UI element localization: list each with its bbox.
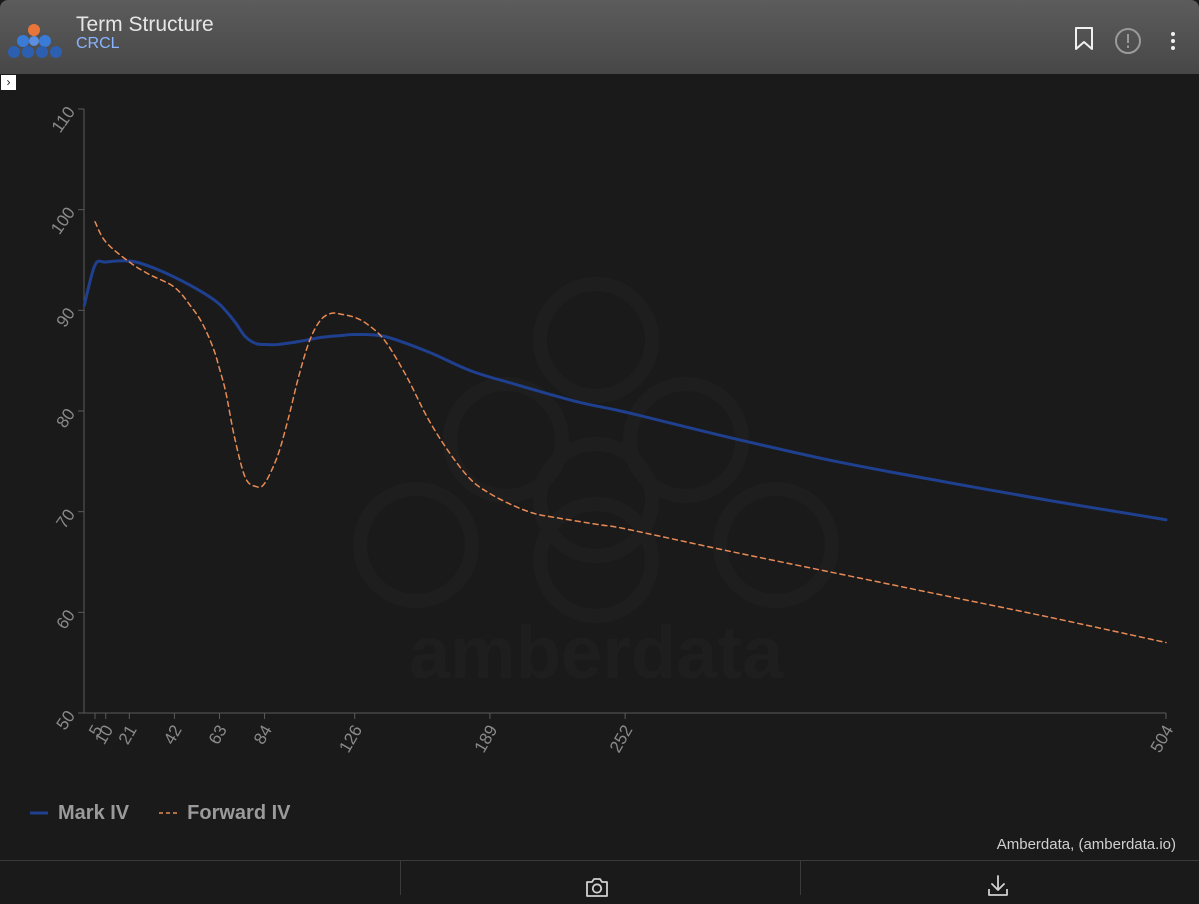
more-options-icon[interactable] — [1166, 30, 1180, 54]
footer-divider — [800, 861, 801, 895]
ticker-label: CRCL — [76, 35, 120, 52]
y-tick-label: 60 — [53, 606, 79, 632]
panel-header: Term Structure CRCL — [0, 0, 1199, 74]
panel-title: Term Structure — [76, 13, 214, 36]
x-tick-label: 84 — [250, 722, 276, 748]
chart-legend: Mark IV Forward IV — [30, 800, 321, 826]
x-tick-label: 42 — [160, 722, 186, 748]
x-tick-label: 63 — [205, 722, 231, 748]
data-credit: Amberdata, (amberdata.io) — [996, 836, 1176, 853]
series-line-forward-iv — [94, 220, 1167, 644]
camera-icon[interactable] — [584, 870, 610, 904]
amberdata-logo-icon — [8, 24, 62, 58]
bookmark-icon[interactable] — [1073, 26, 1095, 52]
watermark: amberdata — [353, 277, 839, 694]
x-tick-label: 252 — [606, 722, 637, 756]
term-structure-chart: amberdata 50 60 70 80 90 100 110 5 10 21 42 63 84 126… — [0, 80, 1199, 860]
svg-text:amberdata: amberdata — [409, 611, 784, 694]
y-tick-label: 50 — [53, 707, 79, 733]
x-tick-label: 21 — [115, 722, 141, 748]
x-tick-label: 189 — [471, 722, 502, 756]
legend-label-forward-iv: Forward IV — [187, 801, 291, 824]
x-tick-label: 126 — [335, 722, 366, 756]
legend-item-mark-iv[interactable]: Mark IV — [30, 802, 129, 825]
footer-divider — [400, 861, 401, 895]
x-tick-label: 504 — [1147, 722, 1178, 756]
y-tick-label: 70 — [53, 506, 79, 532]
download-icon[interactable] — [986, 869, 1010, 903]
y-tick-label: 90 — [53, 304, 79, 330]
panel-footer — [0, 860, 1199, 897]
legend-swatch-forward-iv — [159, 812, 178, 814]
series-line-mark-iv — [82, 259, 1168, 522]
y-tick-label: 100 — [47, 204, 79, 238]
expand-toggle-icon[interactable]: › — [1, 75, 16, 90]
legend-item-forward-iv[interactable]: Forward IV — [159, 801, 291, 825]
y-tick-label: 80 — [53, 405, 79, 431]
legend-label-mark-iv: Mark IV — [58, 801, 130, 824]
y-tick-label: 110 — [48, 103, 79, 136]
legend-swatch-mark-iv — [30, 811, 48, 815]
info-alert-icon[interactable] — [1114, 27, 1142, 55]
